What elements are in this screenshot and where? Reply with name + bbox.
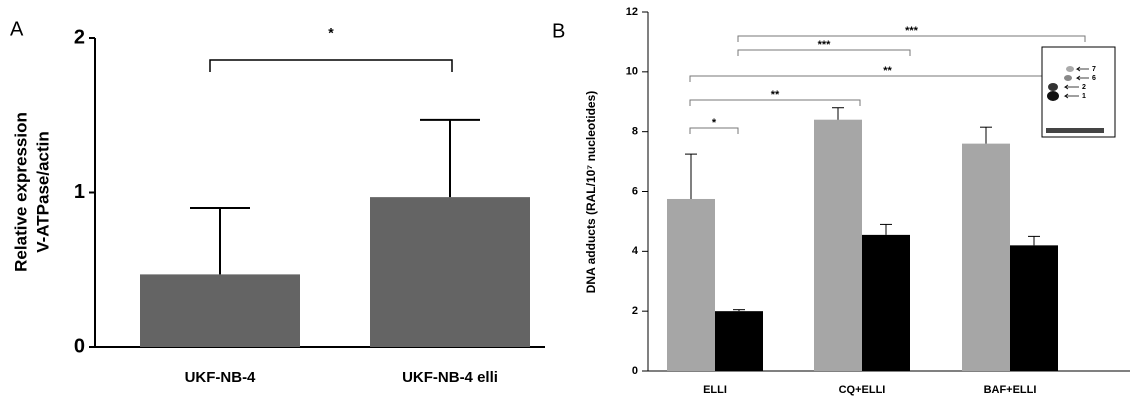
significance-label: *** [905, 25, 919, 37]
error-bar [880, 224, 892, 234]
x-tick-label: CQ+ELLI [839, 384, 886, 396]
y-tick-label: 1 [74, 181, 85, 203]
inset-label: 1 [1082, 93, 1086, 100]
x-tick-label: BAF+ELLI [984, 384, 1037, 396]
y-axis-label: DNA adducts (RAL/10⁷ nucleotides) [584, 91, 598, 294]
x-tick-label: UKF-NB-4 [185, 369, 256, 386]
gel-spot [1066, 66, 1074, 72]
bar [667, 199, 715, 371]
error-bar [980, 127, 992, 143]
y-tick-label: 8 [632, 126, 638, 138]
x-tick-label: UKF-NB-4 elli [402, 369, 498, 386]
y-tick-label: 2 [632, 305, 638, 317]
error-bar [190, 208, 250, 274]
x-tick-label: ELLI [703, 384, 727, 396]
gel-band [1046, 128, 1104, 133]
y-tick-label: 0 [632, 365, 638, 377]
y-tick-label: 12 [626, 6, 638, 18]
figure: ARelative expressionV-ATPase/actin012UKF… [0, 0, 1137, 396]
significance-label: * [712, 117, 717, 129]
y-tick-label: 10 [626, 66, 638, 78]
panel-label: B [552, 20, 565, 42]
y-tick-label: 0 [74, 335, 85, 357]
bar [962, 144, 1010, 371]
bar [715, 311, 763, 371]
y-axis-label: V-ATPase/actin [33, 131, 52, 253]
significance-label: * [328, 25, 334, 41]
inset-label: 2 [1082, 84, 1086, 91]
error-bar [832, 108, 844, 120]
gel-spot [1048, 83, 1058, 91]
significance-label: ** [883, 65, 892, 77]
bar [140, 274, 300, 347]
bar [862, 235, 910, 371]
gel-spot [1047, 91, 1059, 101]
y-tick-label: 6 [632, 185, 638, 197]
significance-bracket [210, 60, 452, 72]
y-axis-label: Relative expression [11, 112, 30, 272]
bar [370, 197, 530, 347]
bar [814, 120, 862, 371]
bar [1010, 245, 1058, 371]
error-bar [1028, 236, 1040, 245]
significance-label: *** [818, 39, 832, 51]
y-tick-label: 4 [632, 245, 639, 257]
inset-label: 6 [1092, 75, 1096, 82]
panel-label: A [10, 18, 24, 40]
gel-spot [1064, 75, 1072, 81]
inset-label: 7 [1092, 66, 1096, 73]
error-bar [685, 154, 697, 199]
y-tick-label: 2 [74, 26, 85, 48]
error-bar [733, 310, 745, 311]
error-bar [420, 120, 480, 197]
significance-label: ** [771, 89, 780, 101]
